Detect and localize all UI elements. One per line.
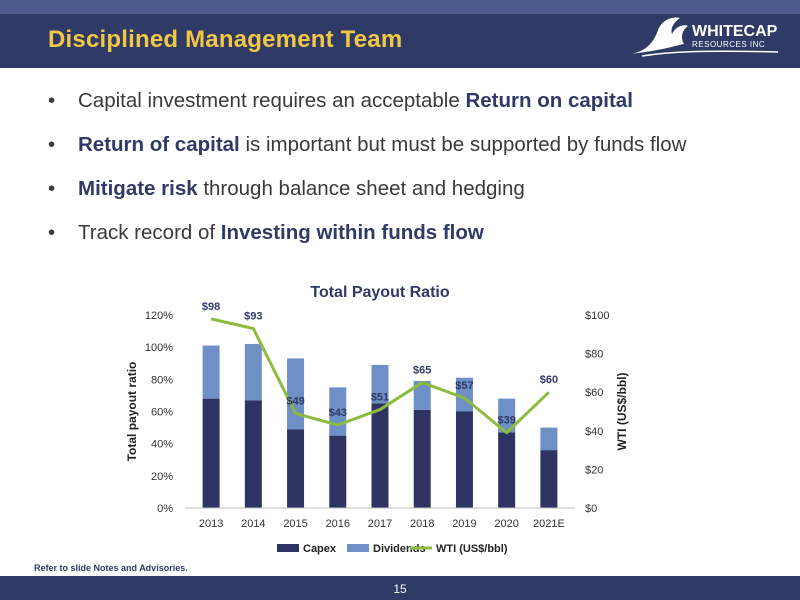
y-right-tick: $0 [585, 503, 597, 515]
dividends-bar [498, 398, 516, 433]
y-left-label: Total payout ratio [125, 362, 139, 462]
y-left-tick: 40% [151, 439, 173, 451]
y-left-tick: 120% [145, 310, 173, 322]
x-tick: 2015 [283, 518, 307, 530]
dividends-bar [202, 345, 220, 399]
capex-bar [413, 409, 431, 508]
legend-label: WTI (US$/bbl) [436, 543, 508, 555]
dividends-bar [287, 358, 305, 430]
y-left-tick: 80% [151, 374, 173, 386]
logo-subtitle: RESOURCES INC [692, 40, 765, 49]
y-right-tick: $100 [585, 310, 609, 322]
capex-bar [244, 400, 262, 508]
bullet-marker: • [48, 133, 56, 156]
header-stripe [0, 0, 800, 14]
legend-dividends-swatch [347, 544, 369, 552]
bullet-emphasis: Return on capital [465, 89, 633, 112]
slide-title: Disciplined Management Team [48, 26, 403, 53]
slide-footer [0, 576, 800, 600]
legend-capex-swatch [277, 544, 299, 552]
whitecap-logo: WHITECAP RESOURCES INC [630, 17, 779, 57]
chart-title: Total Payout Ratio [310, 284, 449, 301]
bullet-marker: • [48, 89, 56, 112]
bullet-marker: • [48, 177, 56, 200]
y-right-tick: $60 [585, 387, 603, 399]
wti-data-label: $39 [497, 415, 515, 427]
dividends-bar [244, 343, 262, 401]
footnote: Refer to slide Notes and Advisories. [34, 563, 188, 573]
logo-wave-icon [630, 17, 688, 54]
wti-data-label: $65 [413, 365, 431, 377]
legend-label: Dividends [373, 543, 426, 555]
capex-bar [455, 411, 473, 508]
y-left-tick: 60% [151, 407, 173, 419]
bullet-emphasis: Mitigate risk [78, 177, 198, 200]
y-left-tick: 20% [151, 471, 173, 483]
capex-bar [329, 435, 347, 508]
legend-label: Capex [303, 543, 337, 555]
page-number: 15 [393, 582, 407, 596]
bullet-emphasis: Return of capital [78, 133, 240, 156]
wti-data-label: $98 [202, 301, 220, 313]
payout-ratio-chart: Total Payout Ratio 0% 20% 40% 60% 80% 100% 120%… [125, 284, 629, 555]
wti-data-label: $57 [455, 380, 473, 392]
dividends-bar [371, 364, 389, 404]
y-left-tick: 100% [145, 342, 173, 354]
capex-bar [202, 398, 220, 508]
x-tick: 2020 [494, 518, 518, 530]
x-tick: 2013 [199, 518, 223, 530]
capex-bar [498, 432, 516, 508]
x-tick: 2019 [452, 518, 476, 530]
wti-data-label: $51 [371, 392, 389, 404]
y-left-tick: 0% [157, 503, 173, 515]
x-tick: 2016 [326, 518, 350, 530]
bullet-text: is important but must be supported by fu… [239, 133, 687, 156]
dividends-bar [413, 380, 431, 410]
bullet-text: through balance sheet and hedging [197, 177, 525, 200]
capex-bar [540, 450, 558, 508]
y-right-tick: $80 [585, 349, 603, 361]
wti-data-label: $43 [329, 407, 347, 419]
wti-data-label: $49 [286, 395, 304, 407]
bullet-text: Capital investment requires an acceptabl… [78, 89, 466, 112]
x-tick: 2017 [368, 518, 392, 530]
x-tick: 2018 [410, 518, 434, 530]
bullet-text: Track record of [78, 221, 221, 244]
bullet-item: • Track record of Investing within funds … [40, 218, 686, 262]
logo-name: WHITECAP [692, 23, 778, 40]
bullet-item: • Return of capital is important but must… [40, 130, 686, 174]
bullet-marker: • [48, 221, 56, 244]
capex-bar [371, 403, 389, 508]
y-right-label: WTI (US$/bbl) [615, 373, 629, 451]
dividends-bar [540, 427, 558, 451]
x-tick: 2014 [241, 518, 265, 530]
wti-data-label: $60 [540, 374, 558, 386]
bullet-emphasis: Investing within funds flow [220, 221, 484, 244]
wti-data-label: $93 [244, 311, 262, 323]
bullet-item: • Mitigate risk through balance sheet and… [40, 174, 686, 218]
y-right-tick: $20 [585, 464, 603, 476]
capex-bar [287, 429, 305, 508]
bullet-item: • Capital investment requires an acceptab… [40, 86, 686, 130]
wti-line [210, 317, 550, 435]
x-tick: 2021E [533, 518, 565, 530]
y-right-tick: $40 [585, 426, 603, 438]
bullet-list: • Capital investment requires an acceptab… [40, 86, 686, 262]
